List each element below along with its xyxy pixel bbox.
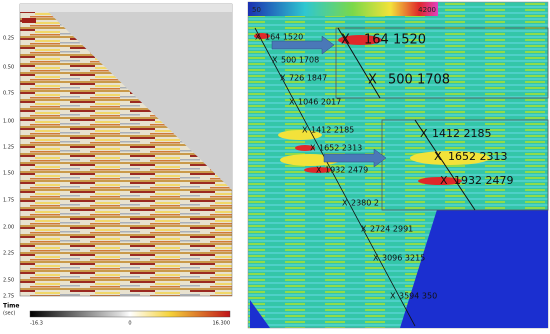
pick-label: 500 1708	[388, 73, 450, 88]
y-tick-label: 1.75	[3, 198, 14, 204]
pick-label: 164 1520	[265, 33, 303, 42]
pick-marker: X	[342, 199, 348, 208]
pick-marker: X	[289, 98, 295, 107]
pick-label: 1932 2479	[325, 166, 368, 175]
y-tick-label: 2.25	[3, 251, 14, 257]
pick-label: 1046 2017	[298, 98, 341, 107]
pick-label: 1652 2313	[319, 144, 362, 153]
pick-marker: X	[368, 73, 377, 88]
colorbar-label: 16.300	[213, 321, 231, 327]
axis-unit: (sec)	[3, 311, 15, 317]
y-tick-label: 0.75	[3, 91, 14, 97]
pick-marker: X	[310, 144, 316, 153]
y-tick-label: 2.00	[3, 225, 14, 231]
y-tick-label: 0.25	[3, 36, 14, 42]
pick-label: 2724 2991	[370, 225, 413, 234]
axis-title: Time	[3, 303, 19, 310]
pick-label: 1412 2185	[432, 127, 492, 140]
colorbar-label: 4200	[418, 6, 436, 14]
pick-label: 2380 2	[351, 199, 379, 208]
pick-marker: X	[316, 166, 322, 175]
zoom-inset: X 164 1520 X 500 1708	[335, 27, 549, 99]
pick-label: 1932 2479	[454, 174, 514, 187]
velocity-picks: X 164 1520 X 500 1708 X 726 1847 X 1046 2017…	[255, 33, 437, 301]
colorbar-label: -16.3	[30, 321, 43, 327]
pick-marker: X	[361, 225, 367, 234]
pick-marker: X	[341, 33, 350, 48]
pick-marker: X	[255, 33, 261, 42]
arrows	[271, 35, 387, 168]
y-tick-label: 1.25	[3, 145, 14, 151]
pick-marker: X	[302, 126, 308, 135]
y-tick-label: 2.50	[3, 278, 14, 284]
pick-marker: X	[390, 292, 396, 301]
time-axis: 0.25 0.50 0.75 1.00 1.25 1.50 1.75 2.00 …	[3, 36, 19, 317]
pick-marker: X	[420, 127, 428, 140]
colorbar-label: 50	[252, 6, 261, 14]
pick-label: 164 1520	[364, 33, 426, 48]
pick-label: 1652 2313	[448, 150, 508, 163]
y-tick-label: 0.50	[3, 65, 14, 71]
seismic-panel	[19, 3, 233, 297]
pick-label: 3096 3215	[382, 254, 425, 263]
seismic-colorbar: -16.3 0 16.300	[29, 310, 231, 327]
y-tick-label: 1.00	[3, 119, 14, 125]
pick-marker: X	[434, 150, 442, 163]
pick-marker: X	[280, 74, 286, 83]
pick-label: 726 1847	[289, 74, 327, 83]
y-tick-label: 2.75	[3, 294, 14, 300]
pick-marker: X	[272, 56, 278, 65]
pick-label: 1412 2185	[311, 126, 354, 135]
pick-marker: X	[440, 174, 448, 187]
pick-label: 3594 350	[399, 292, 437, 301]
y-tick-label: 1.50	[3, 171, 14, 177]
pick-marker: X	[373, 254, 379, 263]
colorbar-label: 0	[128, 321, 131, 327]
pick-label: 500 1708	[281, 56, 319, 65]
zoom-inset: X 1412 2185 X 1652 2313 X 1932 2479	[381, 119, 549, 211]
